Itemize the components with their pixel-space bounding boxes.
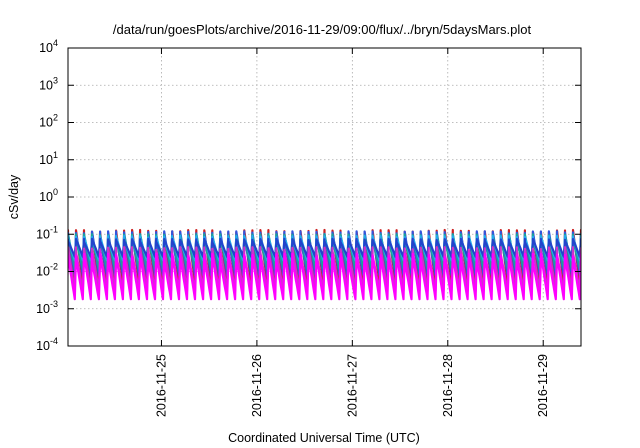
y-tick-label: 10-4 xyxy=(36,336,58,353)
y-tick-label: 10-3 xyxy=(36,299,58,316)
x-tick-label: 2016-11-27 xyxy=(345,354,359,417)
x-tick-label: 2016-11-26 xyxy=(250,354,264,417)
grid-lines xyxy=(68,47,581,347)
y-tick-label: 102 xyxy=(39,113,58,130)
x-tick-label: 2016-11-28 xyxy=(441,354,455,417)
series-line-5 xyxy=(68,237,581,258)
y-tick-label: 10-2 xyxy=(36,262,58,279)
y-tick-label: 10-1 xyxy=(36,224,58,241)
axes: 10-4 10-3 10-2 10-1 100 101 102 103 104 2016-11-2… xyxy=(36,38,581,417)
x-axis-label: Coordinated Universal Time (UTC) xyxy=(228,431,420,445)
y-tick-label: 100 xyxy=(39,187,58,204)
series-layer xyxy=(68,228,581,301)
series-line-6 xyxy=(68,246,581,293)
y-tick-label: 103 xyxy=(39,75,58,92)
y-tick-label: 104 xyxy=(39,38,58,55)
x-tick-label: 2016-11-25 xyxy=(154,354,168,417)
y-tick-label: 101 xyxy=(39,150,58,167)
series-line-7 xyxy=(68,252,581,301)
chart-title: /data/run/goesPlots/archive/2016-11-29/0… xyxy=(113,22,532,37)
x-tick-label: 2016-11-29 xyxy=(536,354,550,417)
y-axis-label: cSv/day xyxy=(7,174,21,219)
